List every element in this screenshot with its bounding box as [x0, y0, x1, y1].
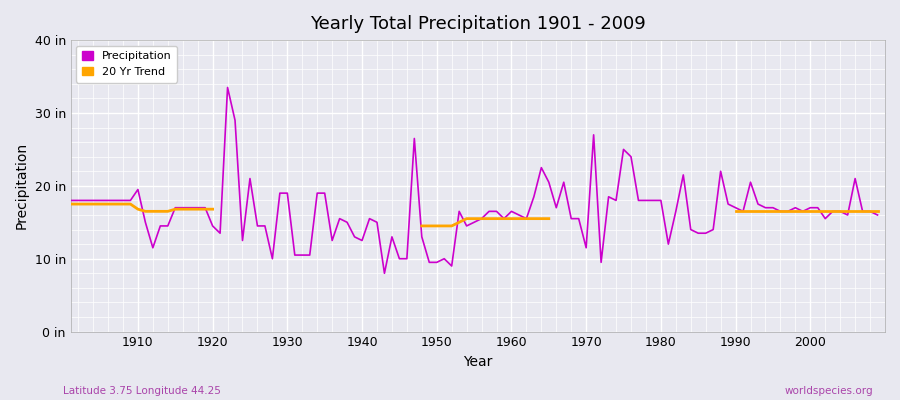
X-axis label: Year: Year	[464, 355, 492, 369]
Title: Yearly Total Precipitation 1901 - 2009: Yearly Total Precipitation 1901 - 2009	[310, 15, 645, 33]
Y-axis label: Precipitation: Precipitation	[15, 142, 29, 230]
Legend: Precipitation, 20 Yr Trend: Precipitation, 20 Yr Trend	[76, 46, 177, 82]
Text: worldspecies.org: worldspecies.org	[785, 386, 873, 396]
Text: Latitude 3.75 Longitude 44.25: Latitude 3.75 Longitude 44.25	[63, 386, 220, 396]
